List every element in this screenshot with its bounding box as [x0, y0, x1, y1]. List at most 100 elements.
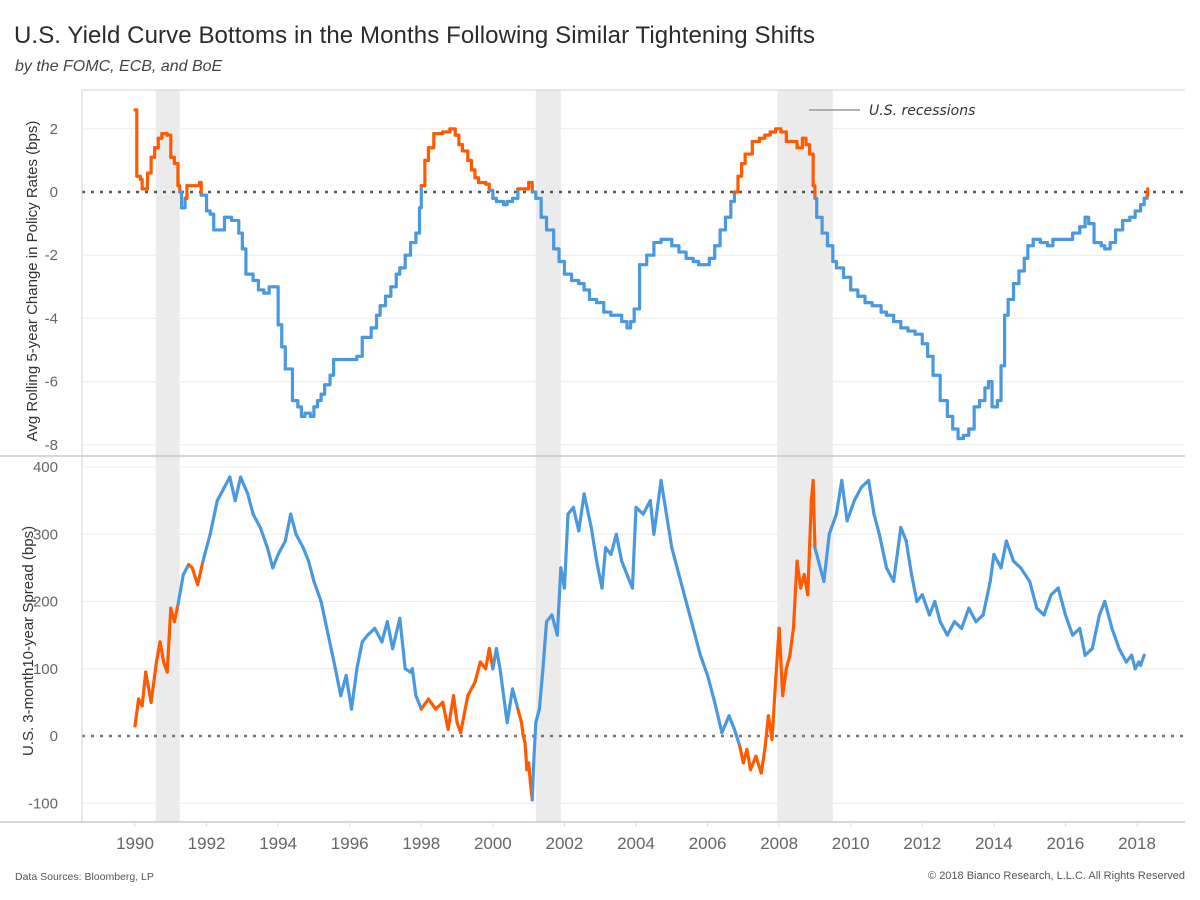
recession-annotation: U.S. recessions [869, 103, 975, 119]
yield-spread-line-segment [691, 626, 703, 657]
policy-rate-change-line-segment [967, 405, 976, 431]
yield-spread-line-segment [745, 747, 753, 772]
yield-spread-line-segment [355, 640, 364, 671]
policy-rate-change-line-segment [972, 398, 982, 409]
yield-spread-line-segment [541, 620, 549, 671]
yield-spread-line-segment [133, 697, 141, 728]
copyright-note: © 2018 Bianco Research, L.L.C. All Right… [928, 870, 1185, 882]
yield-spread-line-segment [251, 512, 262, 530]
policy-rate-change-line-segment [355, 335, 364, 358]
yield-spread-line-segment [781, 667, 788, 698]
policy-rate-change-line-segment [831, 259, 838, 270]
yield-spread-line-segment [705, 673, 717, 704]
bottom-y-tick-label: 300 [33, 526, 58, 543]
x-tick-label: 1996 [331, 834, 369, 853]
yield-spread-line-segment [446, 694, 456, 731]
policy-rate-change-line-segment [417, 184, 423, 210]
policy-rate-change-line-segment [1133, 203, 1143, 213]
top-y-tick-label: 0 [50, 184, 58, 201]
policy-rate-change-line-segment [323, 373, 332, 387]
yield-spread-line-segment [1042, 593, 1053, 617]
yield-spread-line-segment [582, 492, 593, 530]
policy-rate-change-line-segment [466, 158, 473, 172]
yield-spread-line-segment [614, 532, 624, 563]
yield-spread-line-segment [791, 559, 799, 630]
policy-rate-change-line-segment [856, 294, 867, 305]
yield-spread-line-segment [294, 532, 305, 550]
yield-spread-line-segment [258, 525, 270, 550]
policy-rate-change-line-segment [149, 146, 157, 159]
policy-rate-change-line-segment [825, 244, 835, 264]
yield-spread-line-segment [1138, 653, 1146, 667]
yield-spread-line-segment [909, 573, 919, 604]
yield-spread-line-segment [1004, 539, 1016, 563]
yield-spread-line-segment [519, 720, 525, 738]
policy-rate-change-line-segment [625, 319, 633, 330]
yield-spread-line-segment [988, 552, 996, 583]
yield-spread-line-segment [201, 532, 212, 563]
top-y-tick-label: 2 [50, 121, 58, 138]
policy-rate-change-line-segment [378, 294, 388, 308]
policy-rate-change-line-segment [870, 304, 883, 314]
policy-rate-change-line-segment [841, 275, 853, 292]
policy-rate-change-line-segment [296, 405, 304, 418]
yield-spread-line-segment [414, 694, 423, 711]
policy-rate-change-line-segment [670, 244, 681, 254]
policy-rate-change-line-segment [820, 231, 830, 248]
top-y-tick-label: -6 [45, 374, 58, 391]
x-tick-label: 1998 [402, 834, 440, 853]
policy-rate-change-line-segment [813, 196, 819, 219]
policy-rate-change-line-segment [251, 278, 261, 292]
policy-rate-change-line-segment [457, 143, 465, 153]
policy-rate-change-line-segment [389, 272, 398, 289]
yield-spread-line-segment [822, 532, 831, 583]
gridlines [82, 128, 1185, 804]
yield-spread-line-segment [344, 673, 354, 711]
yield-spread-line-segment [960, 606, 971, 630]
yield-spread-line-segment [530, 754, 536, 802]
policy-rate-change-line-segment [632, 263, 642, 311]
policy-rate-change-line-segment [539, 215, 549, 232]
policy-rate-change-line-segment [743, 139, 754, 156]
policy-rate-change-line-segment [315, 392, 323, 403]
policy-rate-change-line-segment [945, 414, 955, 431]
policy-rate-change-line-segment [178, 190, 184, 210]
policy-rate-change-line-segment [637, 253, 649, 267]
yield-spread-line-segment [1011, 559, 1023, 570]
policy-rate-change-line-segment [1083, 215, 1091, 226]
yield-spread-line-segment [967, 606, 978, 624]
yield-spread-line-segment [784, 653, 792, 671]
policy-rate-change-line-segment [664, 237, 674, 248]
yield-spread-line-segment [600, 546, 608, 590]
yield-spread-line-segment [1028, 579, 1039, 610]
policy-rate-change-line-segment [448, 127, 457, 137]
yield-spread-line-segment [589, 525, 599, 563]
policy-rate-change-line-segment [677, 250, 688, 260]
policy-rate-change-line-segment [183, 184, 189, 200]
yield-spread-line-segment [532, 720, 538, 758]
x-tick-label: 2016 [1047, 834, 1085, 853]
yield-spread-line-segment [777, 626, 785, 698]
top-y-tick-label: -8 [45, 437, 58, 454]
yield-spread-line-segment [473, 660, 482, 684]
yield-spread-line-segment [176, 573, 185, 607]
policy-rate-change-line-segment [961, 427, 971, 437]
policy-rate-change-line-segment [414, 206, 422, 235]
policy-rate-change-line-segment [244, 272, 255, 283]
policy-rate-change-line-segment [795, 136, 805, 150]
yield-spread-line-segment [326, 633, 337, 671]
yield-spread-line-segment [677, 573, 688, 604]
yield-spread-line-segment [505, 687, 515, 725]
policy-rate-change-line-segment [1002, 297, 1010, 317]
policy-rate-change-line-segment [460, 149, 470, 162]
yield-spread-line-segment [283, 512, 293, 543]
yield-spread-line-segment [319, 599, 330, 637]
yield-spread-line-segment [867, 478, 876, 516]
yield-spread-line-segment [312, 579, 323, 604]
policy-rate-change-line-segment [403, 240, 413, 257]
yield-spread-line-segment [301, 546, 311, 563]
yield-spread-line-segment [510, 687, 520, 711]
policy-rate-change-line-segment [276, 323, 284, 349]
policy-rate-change-line-segment [713, 228, 722, 248]
